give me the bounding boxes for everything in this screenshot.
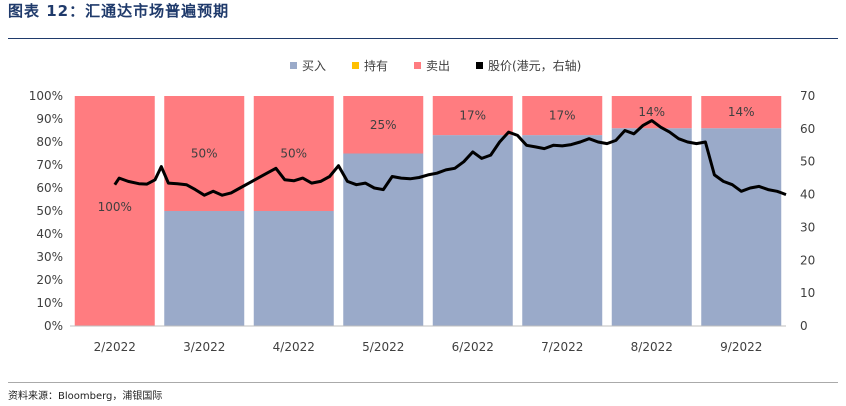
bar-sell-8/2022 (611, 96, 692, 129)
bar-label-7/2022: 17% (549, 109, 576, 123)
y-right-tick-label: 0 (800, 319, 808, 333)
bar-label-3/2022: 50% (191, 147, 218, 161)
legend-swatch (414, 62, 421, 69)
top-rule (8, 38, 838, 39)
price-line (113, 119, 787, 197)
bar-buy-4/2022 (253, 211, 334, 326)
bar-sell-9/2022 (701, 96, 782, 129)
y-left-tick-label: 0% (44, 319, 63, 333)
bar-buy-7/2022 (522, 135, 603, 326)
axes: 2/2022 3/2022 4/2022 5/2022 6/2022 7/2022 8/20… (29, 89, 816, 354)
y-left-tick-label: 50% (36, 204, 63, 218)
bar-buy-3/2022 (164, 211, 245, 326)
bar-sell-5/2022 (343, 96, 424, 154)
x-tick-label: 9/2022 (720, 340, 762, 354)
y-right-tick-label: 10 (800, 286, 815, 300)
x-tick-label: 5/2022 (362, 340, 404, 354)
bar-label-2/2022: 100% (98, 200, 132, 214)
bar-sell-2/2022 (74, 96, 155, 326)
bar-sell-6/2022 (432, 96, 513, 136)
bar-label-9/2022: 14% (728, 105, 755, 119)
y-left-tick-label: 20% (36, 273, 63, 287)
consensus-chart: 买入 持有 卖出 股价(港元，右轴) 100%50% 50%25%17% 17% 14% 14… (29, 58, 816, 354)
y-right-tick-label: 70 (800, 89, 815, 103)
bars (74, 96, 782, 326)
x-tick-label: 3/2022 (183, 340, 225, 354)
price-series-line (113, 119, 787, 197)
x-tick-label: 8/2022 (631, 340, 673, 354)
x-tick-label: 2/2022 (94, 340, 136, 354)
bar-sell-7/2022 (522, 96, 603, 136)
y-right-tick-label: 40 (800, 188, 815, 202)
x-tick-label: 4/2022 (273, 340, 315, 354)
legend: 买入 持有 卖出 股价(港元，右轴) (290, 58, 581, 73)
y-right-tick-label: 20 (800, 253, 815, 267)
y-left-tick-label: 10% (36, 296, 63, 310)
bar-sell-4/2022 (253, 96, 334, 211)
y-left-tick-label: 70% (36, 158, 63, 172)
bar-labels: 100% 50% 50% 25% 17% 17% 14% 14% (98, 105, 755, 214)
y-left-tick-label: 30% (36, 250, 63, 264)
source-note: 资料来源：Bloomberg，浦银国际 (8, 391, 163, 402)
legend-label: 买入 (302, 59, 326, 73)
legend-swatch (476, 62, 483, 69)
legend-label: 持有 (364, 58, 388, 73)
legend-swatch (290, 62, 297, 69)
y-right-tick-label: 60 (800, 122, 815, 136)
bar-label-4/2022: 50% (280, 147, 307, 161)
legend-label: 股价(港元，右轴) (488, 58, 581, 73)
bar-label-5/2022: 25% (370, 118, 397, 132)
bar-label-8/2022: 14% (638, 105, 665, 119)
bar-buy-8/2022 (611, 128, 692, 326)
y-right-tick-label: 30 (800, 220, 815, 234)
bottom-rule (8, 382, 838, 383)
y-left-tick-label: 90% (36, 112, 63, 126)
y-left-tick-label: 80% (36, 135, 63, 149)
legend-label: 卖出 (426, 59, 450, 73)
x-tick-label: 7/2022 (541, 340, 583, 354)
y-right-tick-label: 50 (800, 155, 815, 169)
bar-buy-5/2022 (343, 153, 424, 326)
bar-buy-9/2022 (701, 128, 782, 326)
bar-label-6/2022: 17% (459, 109, 486, 123)
figure-title: 图表 12：汇通达市场普遍预期 (8, 2, 230, 20)
bar-buy-6/2022 (432, 135, 513, 326)
legend-swatch (352, 62, 359, 69)
y-left-tick-label: 40% (36, 227, 63, 241)
x-tick-label: 6/2022 (452, 340, 494, 354)
y-left-tick-label: 100% (29, 89, 63, 103)
y-left-tick-label: 60% (36, 181, 63, 195)
